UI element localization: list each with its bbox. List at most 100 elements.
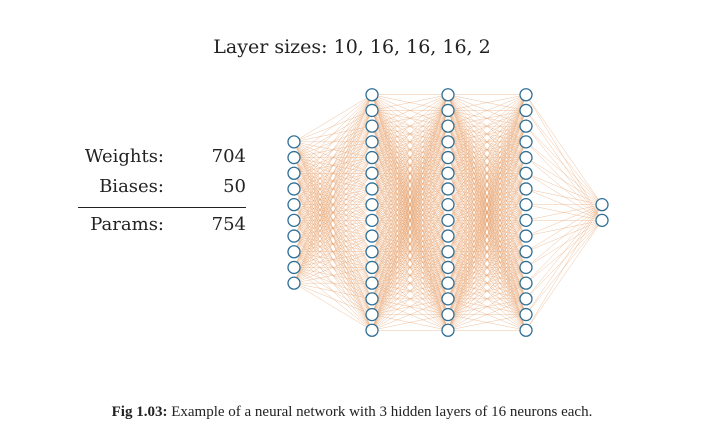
edge-l3-4-0 <box>525 157 603 205</box>
neuron-l0-3 <box>287 182 301 196</box>
neuron-l1-0 <box>365 88 379 102</box>
edge-l2-11-0 <box>447 94 527 268</box>
edge-l0-9-8 <box>293 220 373 284</box>
diagram-title: Layer sizes: 10, 16, 16, 16, 2 <box>213 36 491 58</box>
edge-l0-0-0 <box>293 94 373 143</box>
edge-l3-6-0 <box>525 188 603 205</box>
edge-l2-15-13 <box>447 298 527 331</box>
edge-l0-9-5 <box>293 173 373 284</box>
edge-l1-15-2 <box>371 126 449 331</box>
edge-l1-2-0 <box>371 94 449 127</box>
neuron-l2-15 <box>441 323 455 337</box>
edge-l2-1-0 <box>447 94 527 111</box>
edge-l3-9-0 <box>525 204 603 237</box>
edge-l2-15-1 <box>447 110 527 331</box>
neuron-l4-1 <box>595 213 609 228</box>
neuron-nodes <box>287 88 609 337</box>
edge-l2-15-2 <box>447 126 527 331</box>
neuron-l1-5 <box>365 166 379 180</box>
edge-l1-15-9 <box>371 235 449 331</box>
edge-l0-4-0 <box>293 94 373 205</box>
neuron-l2-13 <box>441 292 455 306</box>
neuron-l1-10 <box>365 245 379 259</box>
neuron-l1-11 <box>365 260 379 275</box>
params-label: Params: <box>90 214 164 235</box>
edge-l2-15-3 <box>447 141 527 331</box>
edge-l3-11-0 <box>525 204 603 268</box>
edge-l1-15-6 <box>371 188 449 331</box>
edge-l3-10-0 <box>525 204 603 252</box>
edge-l2-2-0 <box>447 94 527 127</box>
edge-l2-15-14 <box>447 314 527 331</box>
edge-l3-8-0 <box>525 204 603 221</box>
edge-l0-9-15 <box>293 282 373 331</box>
edge-l2-15-0 <box>447 94 527 331</box>
figure-caption: Fig 1.03: Example of a neural network wi… <box>0 404 704 421</box>
neuron-l2-12 <box>441 276 455 290</box>
neuron-l2-0 <box>441 88 455 102</box>
neuron-l2-10 <box>441 245 455 259</box>
edge-l2-13-0 <box>447 94 527 299</box>
edge-l2-7-0 <box>447 94 527 205</box>
edge-l2-8-0 <box>447 94 527 221</box>
edge-l1-14-0 <box>371 94 449 315</box>
neuron-l0-4 <box>287 197 301 212</box>
neuron-l2-5 <box>441 166 455 180</box>
edge-l2-6-0 <box>447 94 527 190</box>
neuron-l2-9 <box>441 229 455 243</box>
neuron-l3-4 <box>519 150 533 165</box>
neuron-l0-9 <box>287 276 301 290</box>
neuron-l3-8 <box>519 213 533 228</box>
connection-edges <box>293 94 603 331</box>
edge-l1-8-0 <box>371 94 449 221</box>
neuron-l2-8 <box>441 213 455 228</box>
edge-l2-4-0 <box>447 94 527 158</box>
edge-l1-15-14 <box>371 314 449 331</box>
edge-l2-15-5 <box>447 173 527 331</box>
neuron-l3-2 <box>519 119 533 133</box>
edge-l0-9-9 <box>293 235 373 284</box>
edge-l1-15-4 <box>371 157 449 331</box>
edge-l3-5-0 <box>525 173 603 205</box>
edge-l2-15-9 <box>447 235 527 331</box>
biases-value: 50 <box>223 176 246 197</box>
edge-l0-9-6 <box>293 188 373 284</box>
neuron-l3-5 <box>519 166 533 180</box>
edge-l1-15-8 <box>371 220 449 331</box>
edge-l3-14-0 <box>525 204 603 315</box>
neuron-l1-1 <box>365 103 379 118</box>
neuron-l0-1 <box>287 150 301 165</box>
neuron-l1-7 <box>365 197 379 212</box>
neuron-l2-6 <box>441 182 455 196</box>
neuron-l1-2 <box>365 119 379 133</box>
biases-label: Biases: <box>99 176 164 197</box>
neuron-l3-10 <box>519 245 533 259</box>
edge-l3-15-0 <box>525 204 603 331</box>
neuron-l2-4 <box>441 150 455 165</box>
edge-l0-9-1 <box>293 110 373 284</box>
edge-l0-6-0 <box>293 94 373 237</box>
edge-l0-1-0 <box>293 94 373 158</box>
edge-l1-15-10 <box>371 251 449 331</box>
edge-l1-11-0 <box>371 94 449 268</box>
neuron-l0-5 <box>287 213 301 228</box>
neuron-l1-3 <box>365 135 379 149</box>
params-value: 754 <box>211 214 246 235</box>
neuron-l0-8 <box>287 260 301 275</box>
edge-l3-2-0 <box>525 125 603 205</box>
edge-l1-15-3 <box>371 141 449 331</box>
neuron-l2-11 <box>441 260 455 275</box>
edge-l2-10-0 <box>447 94 527 252</box>
neuron-l2-7 <box>441 197 455 212</box>
edge-l1-7-0 <box>371 94 449 205</box>
edge-l1-15-11 <box>371 267 449 331</box>
edge-l0-9-7 <box>293 204 373 284</box>
neuron-l2-3 <box>441 135 455 149</box>
summary-divider <box>78 207 246 208</box>
edge-l1-4-0 <box>371 94 449 158</box>
neuron-l0-0 <box>287 135 301 149</box>
edge-l1-15-13 <box>371 298 449 331</box>
edge-l3-0-0 <box>525 94 603 205</box>
neuron-l2-1 <box>441 103 455 118</box>
